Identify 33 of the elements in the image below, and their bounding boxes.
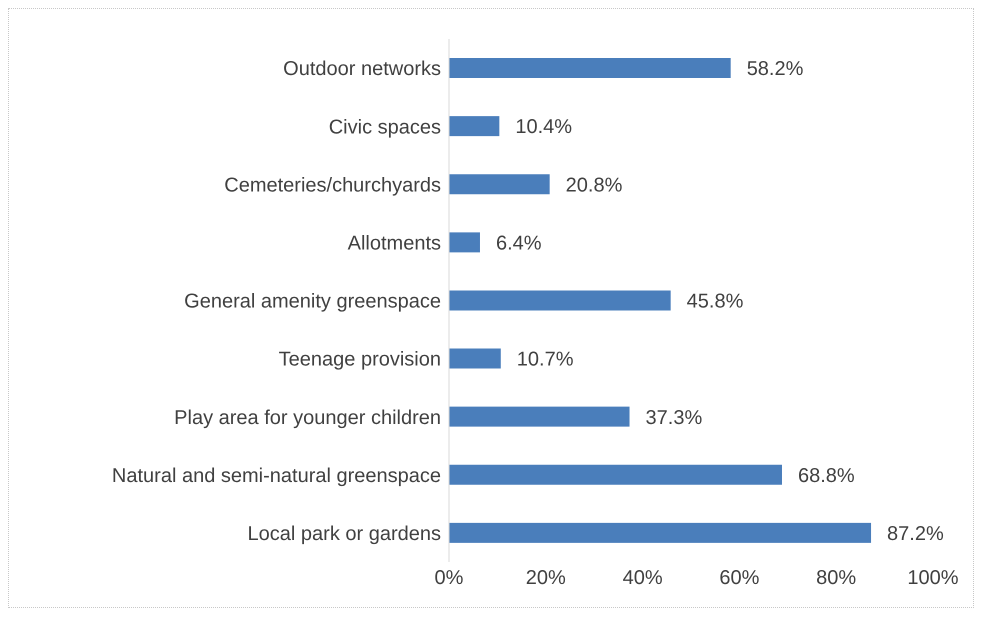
y-tick-label: General amenity greenspace	[184, 290, 441, 313]
x-tick-label: 20%	[526, 567, 566, 590]
bar	[449, 290, 671, 310]
data-label: 10.4%	[515, 116, 572, 138]
bar	[449, 406, 630, 427]
data-label: 68.8%	[798, 464, 855, 487]
y-tick-label: Outdoor networks	[283, 58, 441, 80]
bar	[449, 116, 500, 136]
data-label: 37.3%	[646, 406, 702, 429]
data-label: 20.8%	[566, 174, 623, 196]
y-tick-label: Local park or gardens	[248, 523, 441, 546]
x-tick-label: 60%	[719, 567, 760, 590]
data-label: 45.8%	[686, 290, 744, 313]
y-tick-label: Allotments	[348, 232, 441, 254]
x-tick-label: 100%	[907, 567, 959, 590]
y-tick-label: Teenage provision	[278, 348, 441, 371]
y-tick-label: Civic spaces	[328, 116, 441, 138]
bar	[449, 232, 480, 252]
y-tick-label: Natural and semi-natural greenspace	[112, 464, 441, 487]
y-tick-label: Play area for younger children	[174, 406, 441, 429]
data-label: 10.7%	[516, 348, 574, 371]
data-label: 58.2%	[746, 58, 804, 80]
x-tick-label: 80%	[816, 567, 856, 590]
y-tick-label: Cemeteries/churchyards	[224, 174, 441, 196]
bar	[449, 58, 731, 78]
bar	[449, 464, 782, 485]
x-tick-label: 0%	[434, 567, 464, 590]
data-label: 6.4%	[496, 232, 542, 254]
bar	[449, 348, 501, 369]
bar	[449, 174, 550, 194]
data-label: 87.2%	[887, 522, 944, 545]
bar	[449, 522, 872, 543]
x-tick-label: 40%	[622, 567, 663, 590]
